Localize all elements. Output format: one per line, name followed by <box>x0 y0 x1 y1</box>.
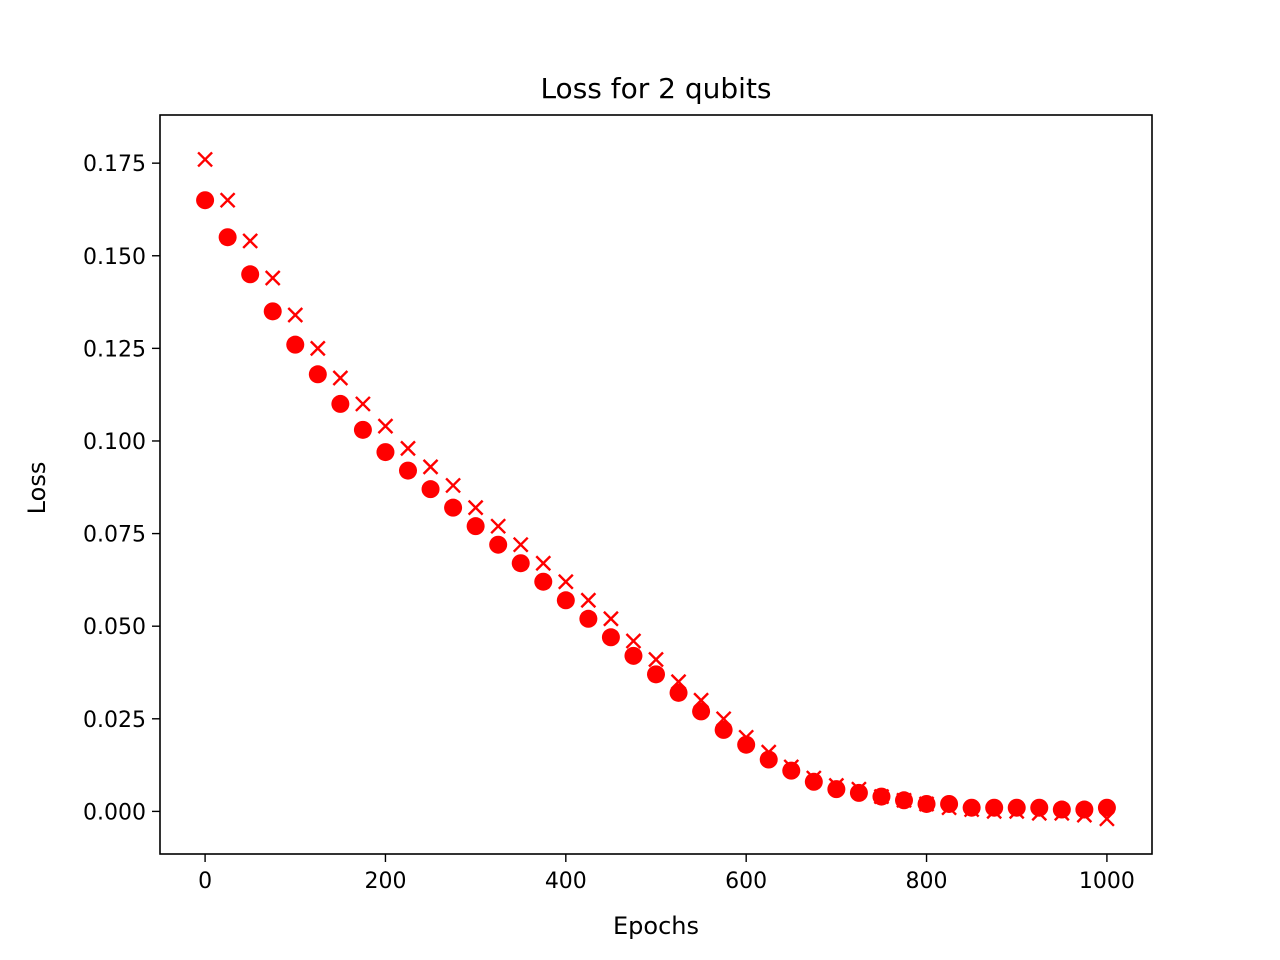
data-point-x <box>219 192 236 209</box>
data-point-x <box>805 770 822 786</box>
data-point-circle <box>399 461 417 480</box>
y-tick-label: 0.175 <box>83 152 146 177</box>
data-point-circle <box>962 798 981 817</box>
data-point-x <box>648 651 664 668</box>
x-tick-label: 800 <box>906 869 948 894</box>
data-point-circle <box>985 798 1004 817</box>
data-point-x <box>287 307 304 323</box>
data-point-circle <box>308 365 327 384</box>
data-point-circle <box>331 394 350 413</box>
data-point-x <box>918 796 935 812</box>
data-point-circle <box>263 302 282 321</box>
data-point-x <box>377 418 394 435</box>
y-tick-label: 0.050 <box>83 615 146 640</box>
x-tick-label: 200 <box>364 869 406 894</box>
y-tick-label: 0.150 <box>83 245 146 270</box>
data-point-x <box>264 270 281 286</box>
data-point-x <box>603 610 619 627</box>
y-tick-label: 0.025 <box>83 708 146 733</box>
data-point-x <box>535 555 552 572</box>
data-point-x <box>1099 810 1115 827</box>
plot-area-frame <box>159 114 1153 855</box>
data-point-x <box>467 499 484 516</box>
data-point-x <box>896 792 912 809</box>
x-tick-label: 400 <box>545 869 587 894</box>
y-axis-ticks: 0.000 0.025 0.050 0.075 0.100 0.125 0.150 0.175 <box>83 152 160 825</box>
y-tick-label: 0.100 <box>83 430 146 455</box>
data-point-circle <box>1007 798 1026 817</box>
data-point-x <box>873 788 890 805</box>
data-point-circle <box>534 572 553 591</box>
chart-title: Loss for 2 qubits <box>540 72 771 105</box>
data-marks <box>196 151 1116 827</box>
data-point-x <box>986 803 1003 820</box>
data-point-circle <box>624 646 643 665</box>
data-point-x <box>1076 807 1093 823</box>
data-point-circle <box>1030 798 1049 817</box>
data-point-x <box>693 692 709 709</box>
data-point-circle <box>601 628 620 647</box>
data-point-x <box>670 673 687 690</box>
y-axis-label: Loss <box>23 462 51 515</box>
data-point-x <box>242 233 259 249</box>
data-point-circle <box>489 535 508 554</box>
data-point-circle <box>940 794 959 813</box>
data-point-x <box>828 777 845 794</box>
data-point-circle <box>511 554 530 573</box>
data-point-x <box>557 573 574 590</box>
data-point-circle <box>556 591 575 610</box>
x-axis-label: Epochs <box>613 912 699 940</box>
data-point-circle <box>466 517 485 536</box>
data-point-circle <box>241 265 260 284</box>
data-point-circle <box>196 191 215 210</box>
data-point-circle <box>444 498 463 517</box>
data-point-x <box>1053 805 1070 822</box>
data-point-x <box>580 592 597 609</box>
x-tick-label: 1000 <box>1079 869 1135 894</box>
data-point-x <box>625 633 642 649</box>
data-point-circle <box>1052 800 1071 819</box>
data-point-circle <box>669 683 688 702</box>
data-point-x <box>355 396 371 412</box>
data-point-x <box>332 370 349 386</box>
data-point-x <box>738 729 755 746</box>
y-tick-label: 0.075 <box>83 523 146 548</box>
y-tick-label: 0.000 <box>83 800 146 825</box>
data-point-circle <box>692 702 711 721</box>
data-point-x <box>1031 805 1048 822</box>
data-point-x <box>1008 803 1025 820</box>
data-point-circle <box>353 420 372 439</box>
data-point-circle <box>849 783 868 802</box>
data-point-circle <box>647 665 665 684</box>
data-point-circle <box>376 443 395 462</box>
data-point-circle <box>1075 800 1094 819</box>
data-point-x <box>445 477 461 494</box>
data-point-x <box>760 744 777 760</box>
data-point-x <box>963 801 980 818</box>
data-point-x <box>197 151 213 168</box>
x-tick-label: 0 <box>198 869 212 894</box>
x-axis-ticks: 0 200 400 600 800 1000 <box>198 854 1135 894</box>
data-point-circle <box>286 335 305 354</box>
data-point-circle <box>827 780 846 799</box>
data-point-x <box>715 710 732 727</box>
x-tick-label: 600 <box>725 869 767 894</box>
data-point-circle <box>782 761 801 780</box>
data-point-x <box>422 459 439 475</box>
data-point-circle <box>1097 798 1116 817</box>
data-point-x <box>941 799 957 816</box>
data-point-circle <box>714 720 733 739</box>
data-point-circle <box>421 480 440 499</box>
y-tick-label: 0.125 <box>83 337 146 362</box>
data-point-x <box>851 781 867 798</box>
data-point-x <box>400 440 416 457</box>
data-point-circle <box>218 228 237 247</box>
data-point-circle <box>579 609 598 628</box>
data-point-x <box>783 759 800 775</box>
data-point-x <box>309 340 326 357</box>
data-point-circle <box>804 772 823 791</box>
data-point-x <box>490 518 507 535</box>
data-point-x <box>512 536 529 553</box>
